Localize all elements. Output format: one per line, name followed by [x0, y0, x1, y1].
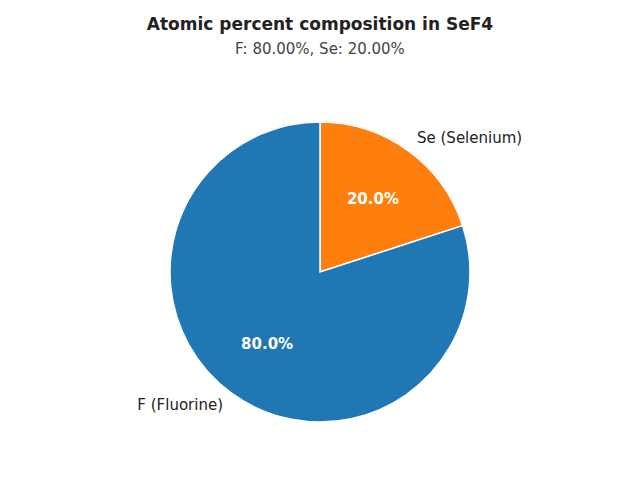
pie	[170, 122, 470, 422]
slice	[170, 122, 470, 422]
title: Atomic percent composition in SeF4	[147, 14, 493, 34]
data-label: 80.0%	[241, 335, 293, 353]
labels: Se (Selenium) F (Fluorine) 20.0% 80.0%	[137, 129, 522, 414]
data-label: 20.0%	[347, 190, 399, 208]
subtitle: F: 80.00%, Se: 20.00%	[235, 40, 405, 58]
category-label: F (Fluorine)	[137, 396, 223, 414]
chart: Atomic percent composition in SeF4 F: 80.…	[0, 0, 640, 480]
category-label: Se (Selenium)	[417, 129, 522, 147]
